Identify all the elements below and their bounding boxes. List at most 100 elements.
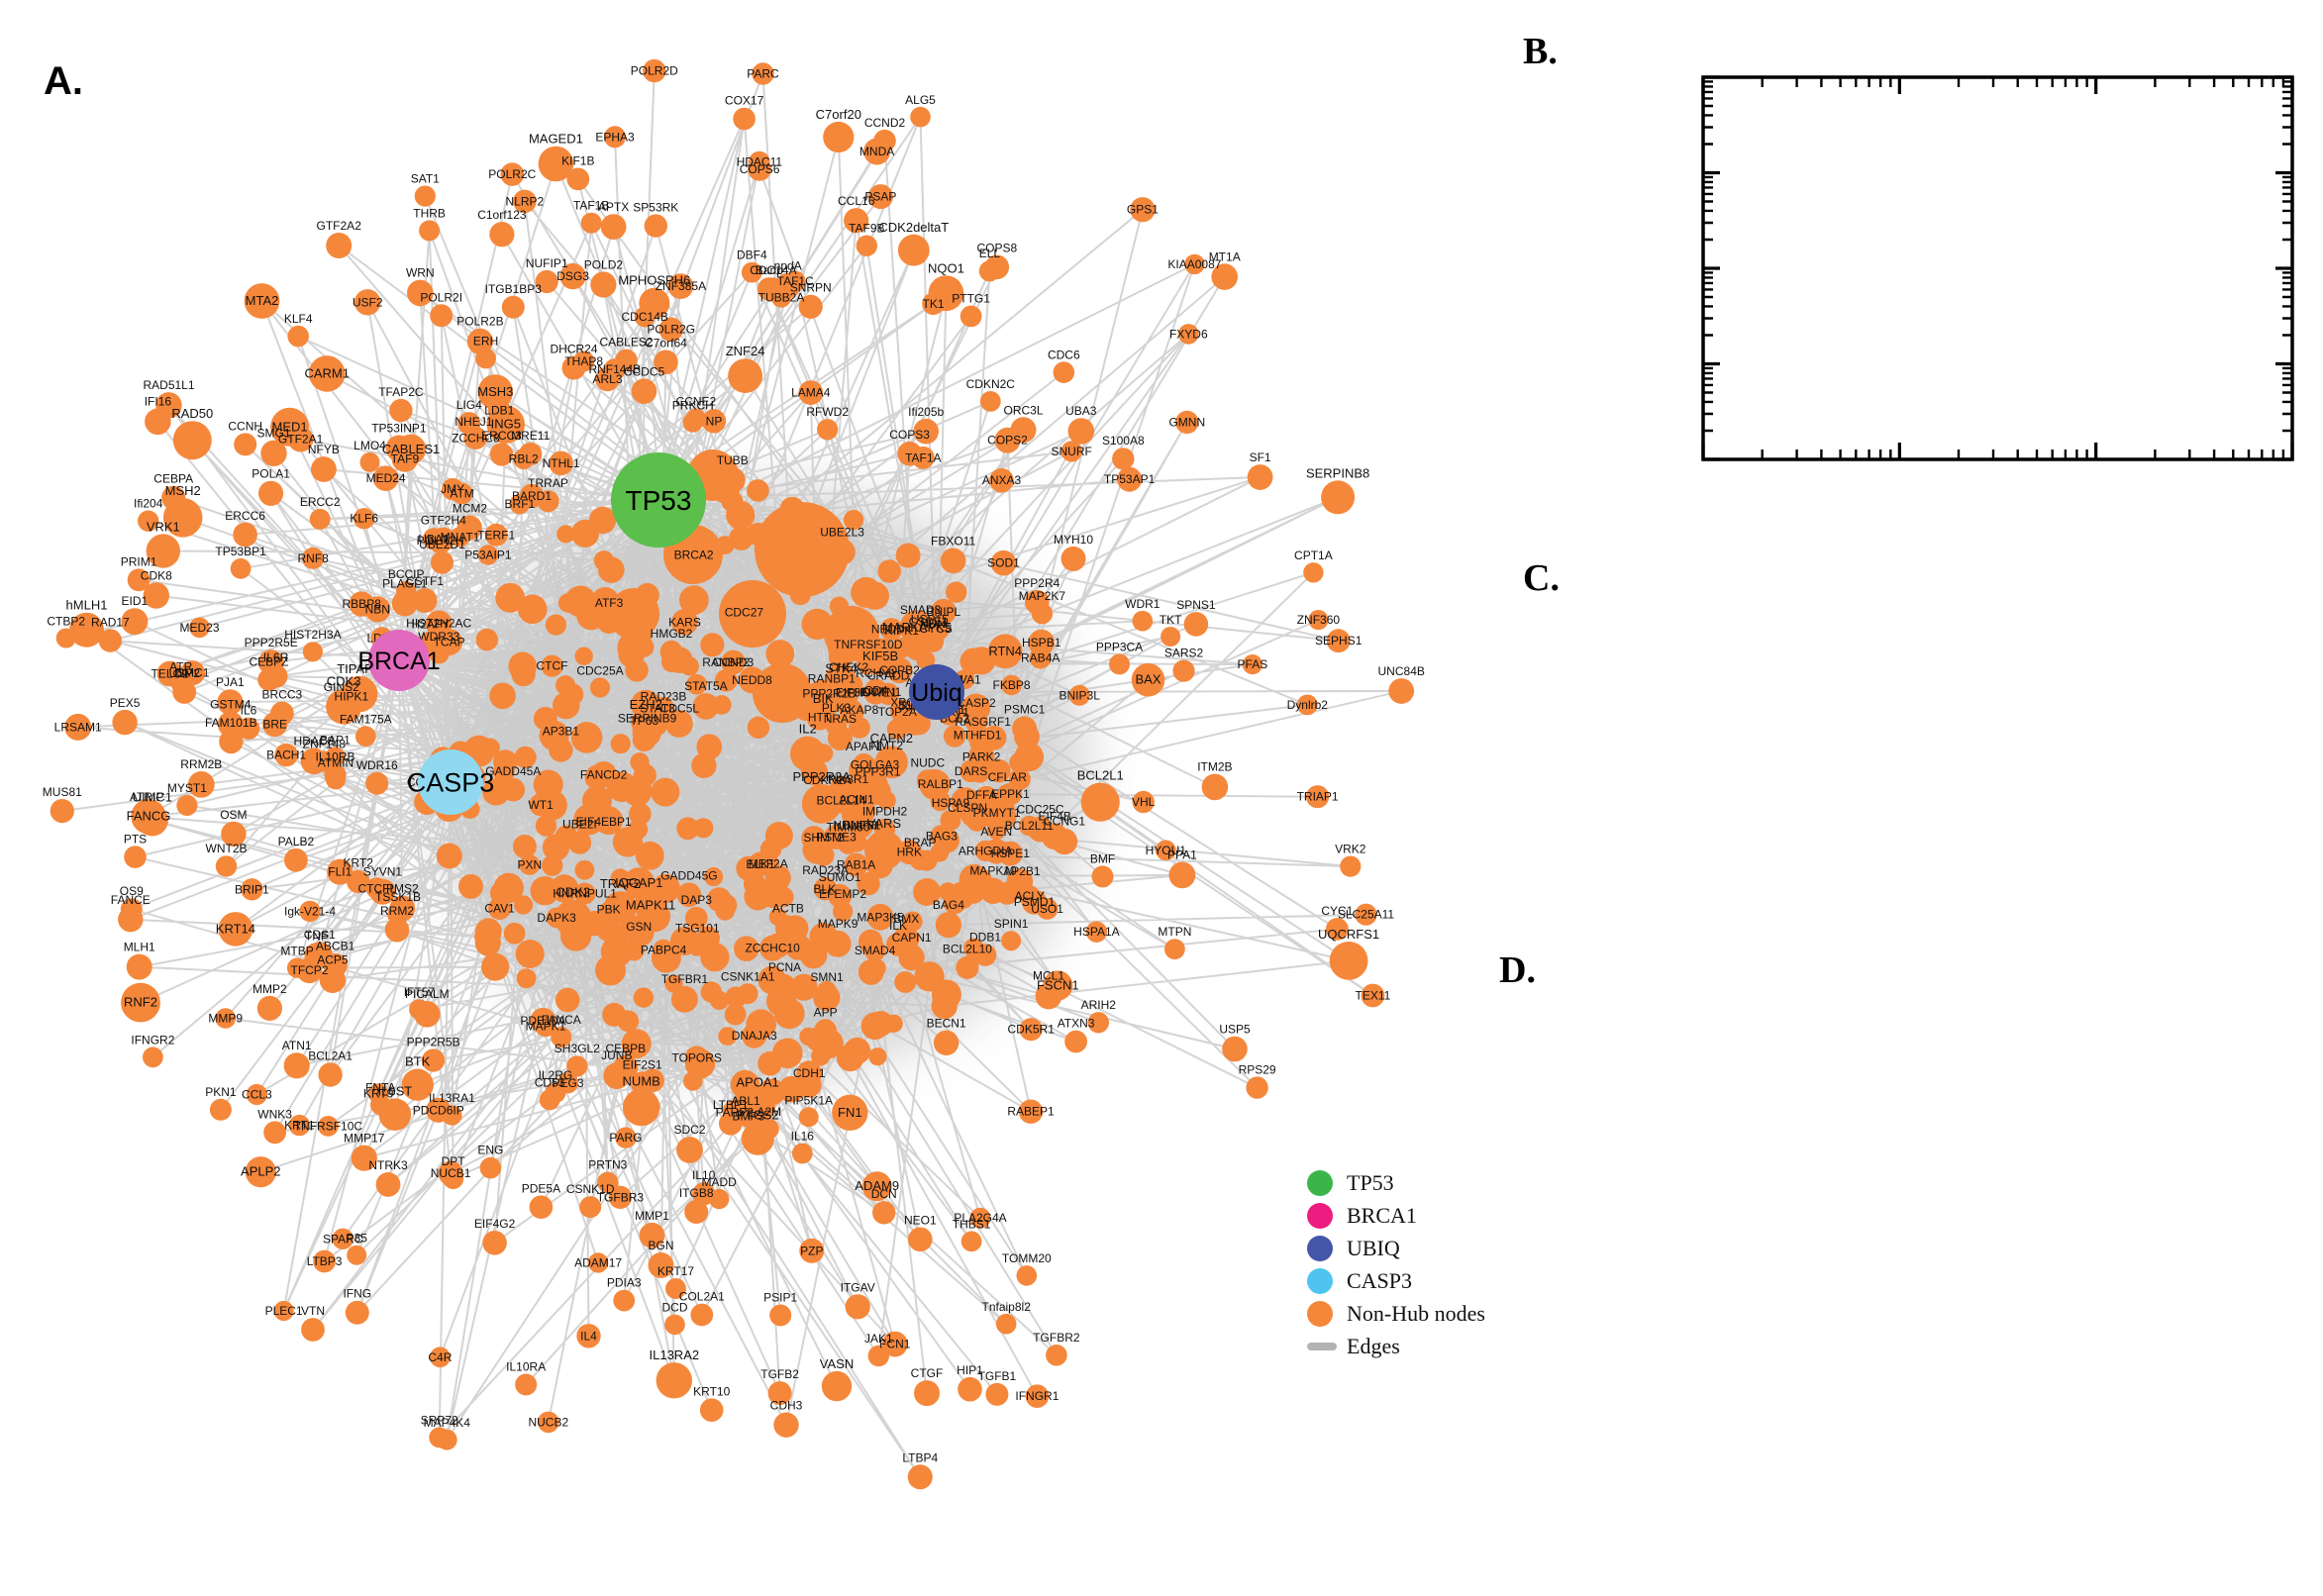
network-node-label: DNAJA3 — [732, 1029, 777, 1043]
network-node — [747, 479, 769, 502]
network-node — [529, 793, 553, 817]
network-node — [1041, 823, 1068, 850]
network-node-label: A2M — [757, 1105, 781, 1119]
network-node-label: TFCP2 — [290, 963, 328, 977]
network-node — [741, 261, 762, 283]
network-node — [332, 1228, 354, 1250]
network-node-label: RAD17 — [91, 615, 130, 629]
network-node — [931, 979, 961, 1010]
network-node — [1296, 694, 1318, 716]
network-node-label: BCL2L10 — [943, 943, 992, 956]
network-node — [863, 939, 886, 961]
network-node-label: BAP1 — [320, 733, 351, 747]
network-node-label: IL6R — [263, 650, 289, 664]
network-node — [172, 421, 212, 460]
network-node — [564, 585, 597, 618]
network-node — [1064, 1030, 1087, 1053]
network-node — [796, 1060, 823, 1086]
network-node — [479, 1156, 502, 1179]
network-node — [1012, 716, 1038, 742]
network-node — [664, 1314, 685, 1336]
network-node-label: DCTN1 — [861, 685, 901, 699]
network-node-label: TERF1 — [477, 528, 515, 542]
network-node-label: FANCD2 — [580, 767, 628, 781]
network-edges — [61, 70, 1402, 1478]
network-node-label: RPS29 — [1239, 1062, 1276, 1076]
network-node — [1112, 448, 1135, 470]
network-node-label: PPP2R5E — [245, 636, 298, 649]
network-node-label: KIF1B — [561, 154, 594, 168]
network-node — [753, 663, 812, 723]
network-node — [1178, 324, 1199, 345]
network-node — [897, 234, 930, 266]
network-node — [683, 1071, 703, 1091]
network-node-label: SRP72 — [421, 1414, 458, 1428]
network-node — [395, 434, 427, 464]
network-node — [608, 1185, 633, 1210]
network-node-label: NTHL1 — [543, 456, 580, 470]
network-node-label: ZCCHC10 — [746, 942, 801, 955]
network-node — [943, 725, 966, 748]
network-node-label: IL10 — [692, 1168, 716, 1182]
network-node-label: MLH1 — [124, 941, 155, 954]
network-node-label: USP15 — [911, 613, 949, 627]
network-node — [535, 815, 557, 837]
network-node — [514, 746, 537, 769]
network-node-label: EPHA3 — [595, 130, 635, 144]
network-node — [658, 317, 683, 342]
network-node — [734, 936, 759, 961]
network-node-label: NRAS — [824, 712, 857, 726]
network-node — [990, 549, 1017, 576]
network-node-label: TAF1C — [777, 274, 814, 288]
network-node — [721, 649, 746, 675]
network-node-label: HYOU1 — [1146, 844, 1187, 857]
network-node — [690, 1303, 714, 1327]
network-node-label: CSTF1 — [406, 574, 444, 588]
network-node — [1326, 629, 1351, 653]
network-node — [409, 999, 430, 1020]
network-node — [832, 1094, 868, 1132]
network-node-label: CTGF — [911, 1366, 944, 1380]
network-node-label: KIAA0087 — [1167, 257, 1221, 271]
network-node-label: EIF4G2 — [474, 1217, 516, 1231]
network-node-label: IL6 — [241, 704, 257, 718]
network-node-label: CYCS — [919, 622, 952, 636]
network-node-label: NEO1 — [904, 1214, 937, 1228]
network-node — [299, 900, 321, 923]
network-node — [187, 771, 215, 798]
network-node-label: CEBPZ — [249, 654, 288, 668]
network-node — [943, 891, 966, 915]
network-node — [1085, 921, 1108, 943]
network-node-label: HMGB2 — [651, 627, 693, 641]
network-node-label: IL13RA1 — [429, 1091, 475, 1105]
network-node-label: PPP2R5B — [407, 1035, 460, 1048]
ubiq-dot-icon — [1307, 1235, 1333, 1261]
network-node — [1161, 627, 1181, 647]
network-node-label: ADAM17 — [574, 1255, 622, 1269]
network-node — [680, 542, 707, 568]
network-node — [897, 441, 922, 466]
network-node-label: EIF2S1 — [623, 1057, 662, 1071]
network-node — [517, 594, 548, 625]
network-node — [215, 1008, 236, 1029]
network-node — [813, 984, 841, 1011]
network-node-label: PICALM — [405, 987, 450, 1001]
network-node-label: STAT3 — [640, 701, 675, 715]
network-node-label: CDK2 — [556, 885, 590, 900]
network-node-label: PPP2R2B — [802, 686, 856, 700]
network-node-label: CDH1 — [793, 1066, 826, 1080]
network-node-label: NQO1 — [928, 260, 964, 275]
network-node — [813, 877, 837, 901]
network-node — [790, 973, 818, 1001]
network-node — [679, 585, 709, 615]
network-node-label: MUS81 — [43, 785, 82, 799]
network-node — [791, 1143, 813, 1164]
network-node — [930, 790, 951, 812]
network-node-label: BRAP — [904, 836, 937, 849]
network-node-label: GPS1 — [1127, 203, 1159, 217]
network-node — [301, 1318, 325, 1342]
minor-ticks — [1703, 77, 2292, 459]
network-node — [1025, 1384, 1050, 1408]
network-node — [935, 912, 962, 939]
network-node-label: RALBP1 — [918, 777, 963, 791]
